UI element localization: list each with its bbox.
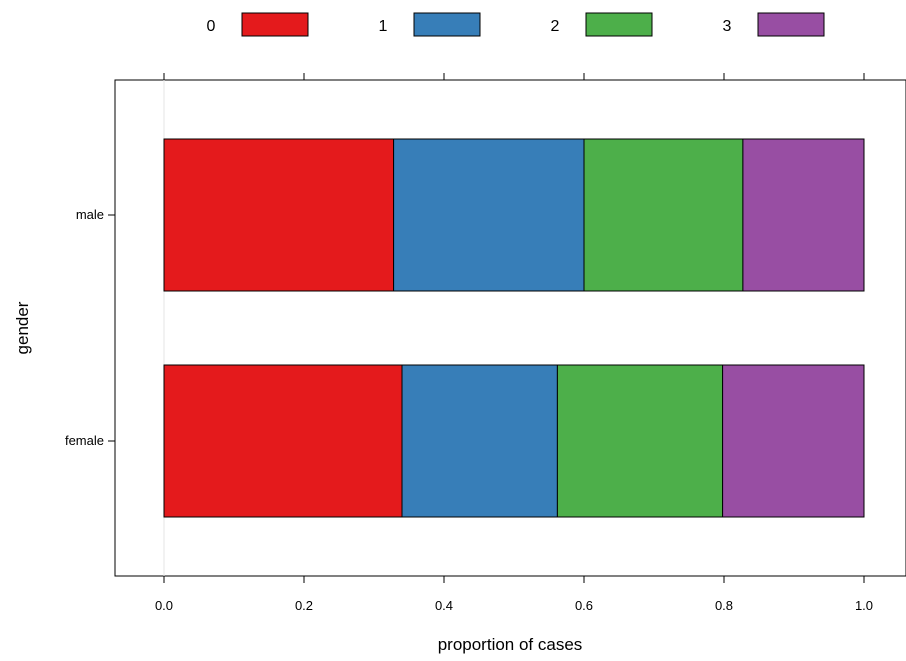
y-axis-label: gender	[13, 301, 32, 354]
bar-segment-female-0	[163, 364, 403, 518]
legend-swatch-3	[757, 12, 825, 37]
x-axis-label: proportion of cases	[438, 635, 583, 654]
bar-segment-male-0	[163, 138, 395, 292]
y-tick-label-male: male	[76, 207, 104, 222]
legend-swatch-0	[241, 12, 309, 37]
bar-segment-female-2	[556, 364, 724, 518]
y-tick-label-female: female	[65, 433, 104, 448]
bar-segment-female-3	[722, 364, 865, 518]
axes: 0.0 0.2 0.4 0.6 0.8 1.0 male female	[65, 73, 873, 613]
legend-swatch-2	[585, 12, 653, 37]
x-tick-label-0: 0.0	[155, 598, 173, 613]
bars	[163, 138, 865, 518]
legend-label-0: 0	[207, 18, 216, 35]
bar-segment-male-1	[393, 138, 585, 292]
legend-label-2: 2	[551, 18, 560, 35]
bar-segment-male-2	[583, 138, 744, 292]
bar-segment-male-3	[742, 138, 865, 292]
legend-label-1: 1	[379, 18, 388, 35]
x-tick-label-4: 0.8	[715, 598, 733, 613]
x-tick-label-1: 0.2	[295, 598, 313, 613]
legend-swatch-1	[413, 12, 481, 37]
plot-frame	[114, 79, 906, 577]
x-tick-label-5: 1.0	[855, 598, 873, 613]
x-tick-label-3: 0.6	[575, 598, 593, 613]
bar-segment-female-1	[401, 364, 558, 518]
legend-label-3: 3	[723, 18, 732, 35]
legend: 0 1 2 3	[207, 12, 825, 37]
x-tick-label-2: 0.4	[435, 598, 453, 613]
